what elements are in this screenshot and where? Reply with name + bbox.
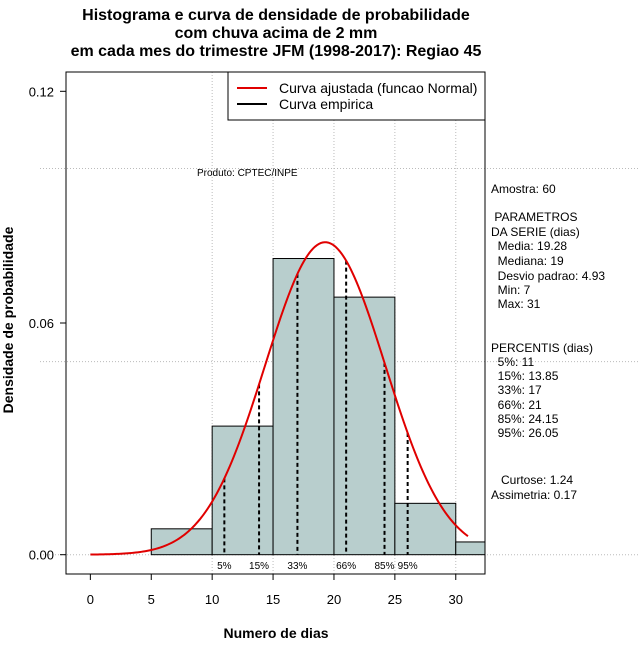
title-line-2: com chuva acima de 2 mm xyxy=(175,25,378,42)
stat-line: 85%: 24.15 xyxy=(491,412,559,426)
normal-curve xyxy=(90,241,469,556)
stat-line: Media: 19.28 xyxy=(491,239,567,253)
stat-line: 33%: 17 xyxy=(491,383,542,397)
histogram-bar xyxy=(394,502,457,556)
x-tick-label: 25 xyxy=(388,592,402,607)
stat-line: Desvio padrao: 4.93 xyxy=(491,269,605,283)
percentile-label: 66% xyxy=(336,561,356,572)
x-tick-label: 20 xyxy=(327,592,341,607)
stat-line: 5%: 11 xyxy=(491,355,534,369)
stat-line: 66%: 21 xyxy=(491,398,542,412)
x-tick-label: 0 xyxy=(87,592,94,607)
histogram-bar xyxy=(150,528,213,556)
x-axis-label: Numero de dias xyxy=(223,625,328,641)
stat-line: PARAMETROS xyxy=(491,210,577,224)
legend-label-2: Curva empirica xyxy=(279,96,373,112)
percentile-lines: 5% 15% 33% 66% 85% 95% xyxy=(217,260,418,572)
x-tick-label: 15 xyxy=(266,592,280,607)
histogram-bar xyxy=(333,296,396,556)
title-line-1: Histograma e curva de densidade de proba… xyxy=(82,7,470,24)
histogram-bars xyxy=(150,258,486,556)
legend-label-1: Curva ajustada (funcao Normal) xyxy=(279,80,477,96)
y-tick-label: 0.06 xyxy=(29,316,54,331)
chart-title: Histograma e curva de densidade de proba… xyxy=(71,7,482,60)
y-tick-label: 0.12 xyxy=(29,84,54,99)
legend-box xyxy=(227,71,486,121)
x-tick-label: 10 xyxy=(205,592,219,607)
stat-line: Mediana: 19 xyxy=(491,254,564,268)
percentile-label: 5% xyxy=(217,561,232,572)
legend: Curva ajustada (funcao Normal)Curva empi… xyxy=(227,71,486,121)
percentile-label: 33% xyxy=(287,561,307,572)
stat-line: Max: 31 xyxy=(491,297,541,311)
title-line-3: em cada mes do trimestre JFM (1998-2017)… xyxy=(71,43,482,60)
histogram-bar xyxy=(211,425,274,556)
stat-line: Amostra: 60 xyxy=(491,182,556,196)
stat-line: Assimetria: 0.17 xyxy=(491,488,577,502)
stat-line: 95%: 26.05 xyxy=(491,426,559,440)
stat-line: Min: 7 xyxy=(491,283,531,297)
percentile-label: 85% xyxy=(375,561,395,572)
x-tick-label: 30 xyxy=(449,592,463,607)
percentile-label: 15% xyxy=(249,561,269,572)
stat-line: 15%: 13.85 xyxy=(491,369,559,383)
x-tick-label: 5 xyxy=(148,592,155,607)
y-tick-label: 0.00 xyxy=(29,548,54,563)
histogram-bar xyxy=(272,258,335,556)
histogram-bar xyxy=(455,541,486,556)
stat-line: Curtose: 1.24 xyxy=(491,473,573,487)
fitted-normal-curve xyxy=(90,241,469,556)
percentile-label: 95% xyxy=(398,561,418,572)
product-credit: Produto: CPTEC/INPE xyxy=(197,168,298,179)
y-axis-label: Densidade de probabilidade xyxy=(0,226,16,413)
stat-line: DA SERIE (dias) xyxy=(491,225,580,239)
stat-line: PERCENTIS (dias) xyxy=(491,341,593,355)
